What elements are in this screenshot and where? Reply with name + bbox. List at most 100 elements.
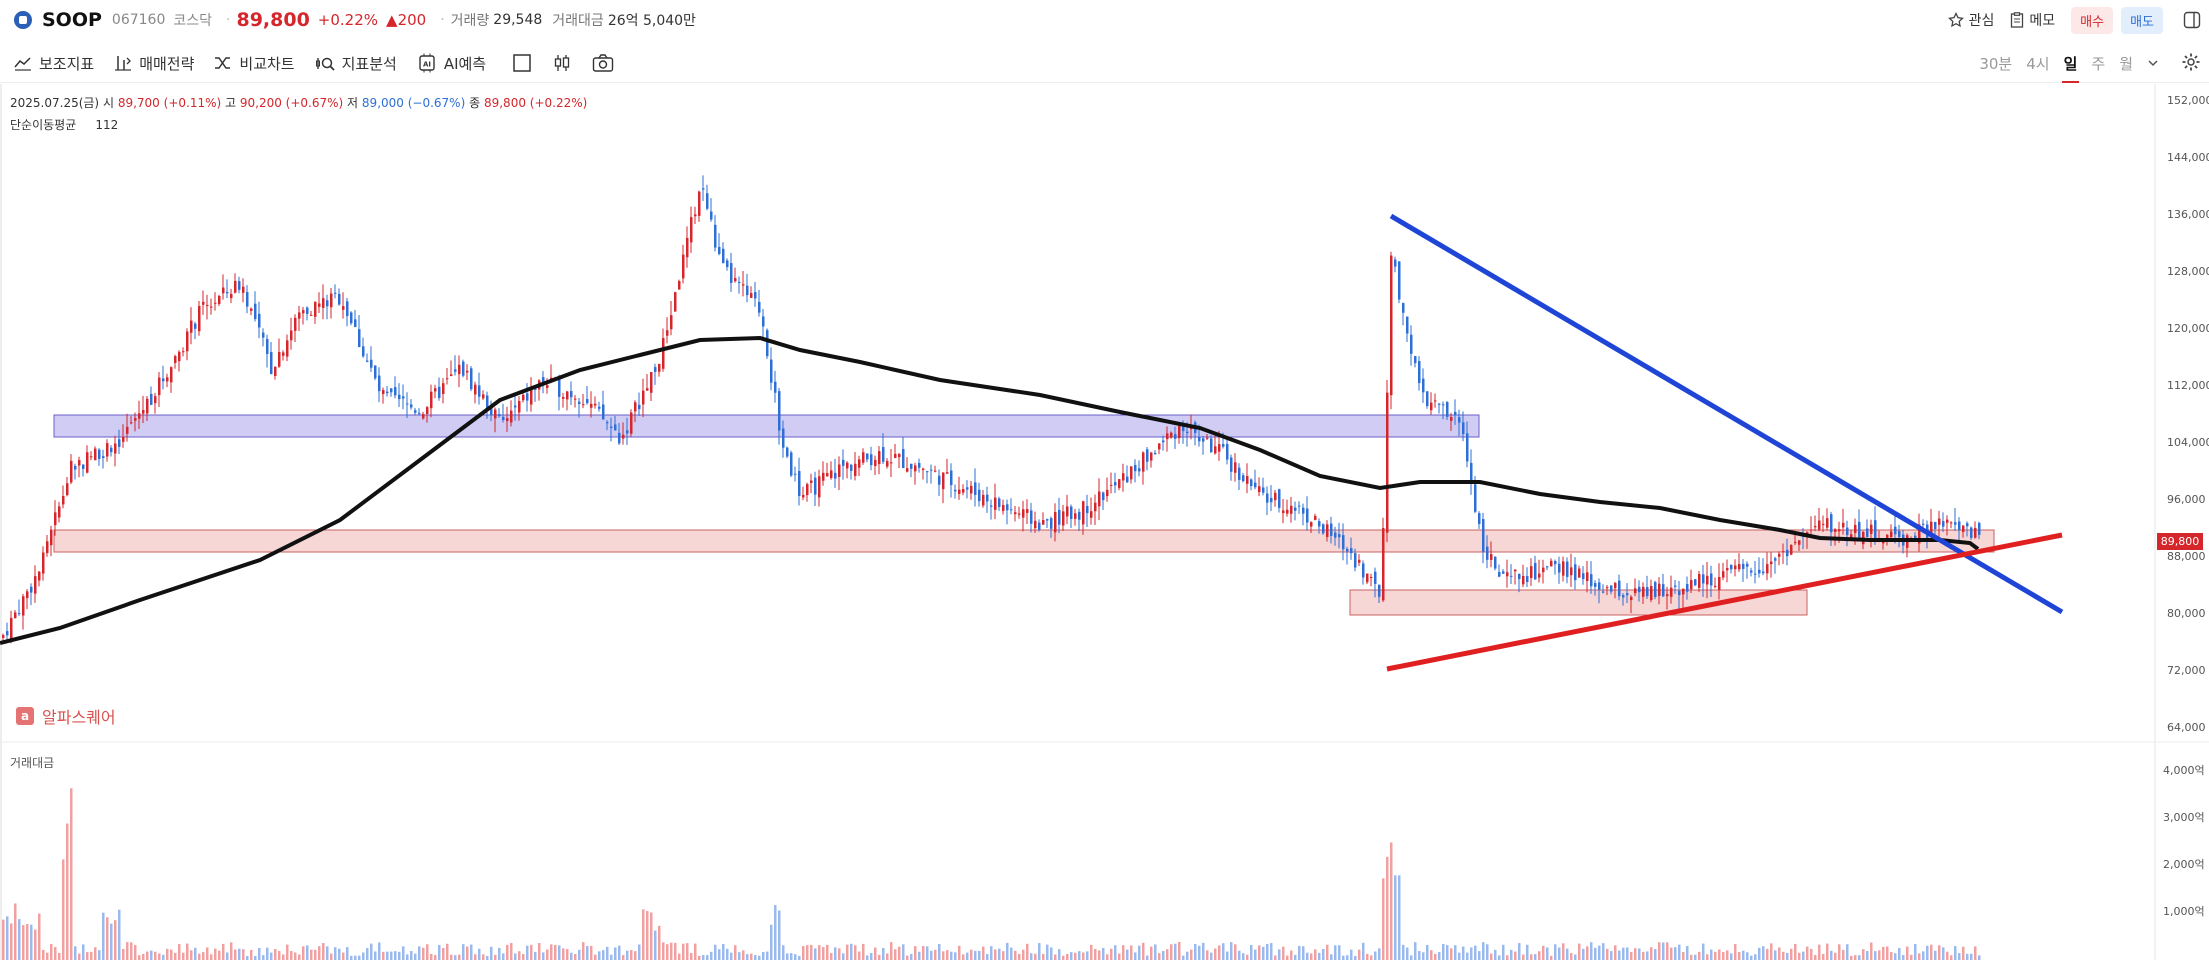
period-4hour[interactable]: 4시	[2026, 54, 2050, 73]
candle-body	[410, 404, 413, 408]
panel-toggle-icon[interactable]	[2183, 11, 2201, 29]
volume-bar	[342, 952, 345, 960]
candle-body	[1870, 524, 1873, 534]
candle-body	[682, 254, 685, 279]
volume-bar	[846, 944, 849, 960]
candle-body	[282, 352, 285, 356]
candle-body	[1046, 519, 1049, 521]
stock-name: SOOP	[42, 9, 102, 31]
compare-button[interactable]: 비교차트	[214, 53, 295, 74]
memo-button[interactable]: 메모	[2010, 10, 2055, 30]
candle-body	[302, 310, 305, 314]
candle-body	[842, 459, 845, 466]
candle-body	[1434, 400, 1437, 402]
volume-bar	[942, 951, 945, 960]
candle-body	[1262, 487, 1265, 493]
volume-bar	[150, 950, 153, 960]
period-day[interactable]: 일	[2061, 54, 2080, 83]
candle-body	[1306, 508, 1309, 523]
candle-body	[1942, 521, 1945, 527]
ai-predict-button[interactable]: AI AI예측	[417, 53, 486, 74]
candle-body	[210, 306, 213, 308]
sell-button[interactable]: 매도	[2121, 6, 2163, 34]
candle-body	[1682, 588, 1685, 595]
candle-body	[862, 452, 865, 463]
candle-body	[262, 332, 265, 338]
volume-bar	[1562, 943, 1565, 960]
candle-body	[1362, 563, 1365, 578]
candle-body	[1466, 433, 1469, 462]
candle-body	[866, 453, 869, 460]
volume-bar	[1746, 952, 1749, 960]
volume-bar	[990, 946, 993, 960]
candle-body	[1218, 444, 1221, 452]
volume-bar	[1234, 944, 1237, 960]
volume-bar	[726, 948, 729, 960]
volume-bar	[402, 946, 405, 960]
volume-bar	[1970, 953, 1973, 960]
candle-body	[1622, 595, 1625, 598]
candle-body	[1414, 356, 1417, 364]
volume-bar	[466, 946, 469, 960]
candle-body	[1258, 486, 1261, 493]
price-axis: 152,000 144,000 136,000 128,000 120,000 …	[2167, 94, 2209, 734]
volume-bar	[1186, 951, 1189, 960]
strategy-button[interactable]: 매매전략	[114, 53, 194, 74]
gear-icon[interactable]	[2181, 52, 2201, 72]
candle-body	[586, 399, 589, 404]
candle-body	[1350, 548, 1353, 554]
candle-body	[278, 351, 281, 367]
volume-bar	[1950, 955, 1953, 960]
watch-button[interactable]: 관심	[1947, 10, 1994, 30]
volume-bar	[650, 912, 653, 960]
candle-body	[1830, 514, 1833, 533]
period-month[interactable]: 월	[2119, 54, 2133, 73]
volume-bar	[486, 955, 489, 960]
volume-bar	[850, 943, 853, 960]
volume-bar	[1610, 951, 1613, 960]
camera-icon[interactable]	[592, 53, 614, 73]
candle-body	[10, 617, 13, 640]
candle-body	[66, 483, 69, 496]
period-30min[interactable]: 30분	[1979, 54, 2013, 73]
volume-bar	[478, 948, 481, 960]
volume-bar	[38, 913, 41, 960]
volume-bar	[1742, 950, 1745, 960]
chevron-down-icon[interactable]	[2147, 57, 2159, 69]
candle-body	[1714, 585, 1717, 587]
period-week[interactable]: 주	[2091, 54, 2106, 73]
trendline-up-red	[1386, 532, 2063, 672]
volume-bar	[34, 929, 37, 960]
volume-bar	[1978, 955, 1981, 960]
volume-bar	[122, 949, 125, 960]
volume-bar	[54, 947, 57, 960]
analysis-button[interactable]: 지표분석	[315, 53, 397, 74]
candle-body	[462, 361, 465, 376]
candle-body	[1754, 573, 1757, 575]
candle-body	[306, 307, 309, 314]
candle-body	[1122, 473, 1125, 481]
candle-body	[1866, 528, 1869, 537]
buy-button[interactable]: 매수	[2071, 6, 2114, 34]
volume-bar	[762, 952, 765, 960]
candle-body	[338, 293, 341, 305]
candle-body	[374, 365, 377, 379]
volume-bar	[270, 952, 273, 960]
ma-label: 단순이동평균	[10, 118, 77, 132]
volume-bar	[1462, 946, 1465, 960]
volume-bar	[1522, 954, 1525, 960]
candle-body	[1538, 573, 1541, 578]
candlestick-icon[interactable]	[552, 53, 572, 73]
candle-body	[1478, 513, 1481, 525]
chart-type-square-icon[interactable]	[512, 53, 532, 73]
candle-body	[1010, 509, 1013, 511]
candle-body	[986, 494, 989, 502]
candle-body	[1158, 443, 1161, 450]
candle-body	[642, 390, 645, 405]
volume-bar	[1282, 946, 1285, 960]
volume-bar	[678, 953, 681, 960]
volume-bar	[810, 944, 813, 960]
candle-body	[990, 505, 993, 507]
indicator-button[interactable]: 보조지표	[14, 53, 94, 74]
